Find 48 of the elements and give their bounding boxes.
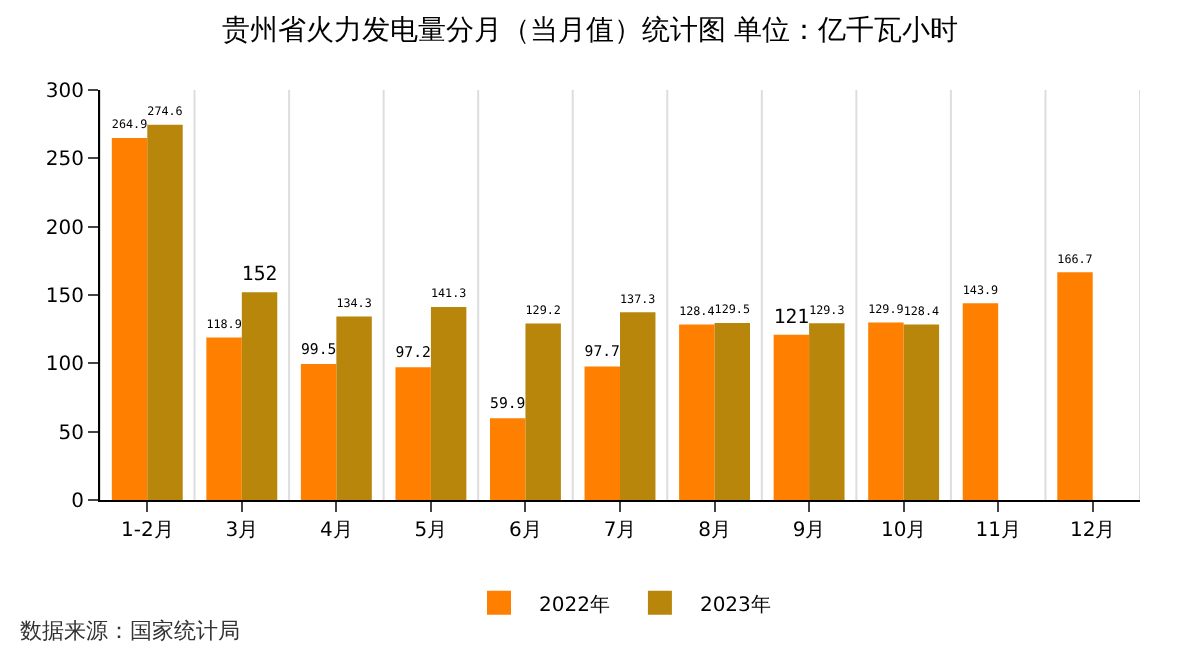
bar [490,418,526,500]
x-tick-label: 6月 [509,520,542,542]
bar [300,364,337,500]
x-tick-label: 3月 [225,520,259,542]
x-tick-label: 9月 [792,520,826,542]
x-tick-label: 11月 [975,520,1021,542]
bar [962,303,999,500]
data-label: 121 [773,306,810,329]
bar [525,323,561,500]
y-tick-label: 300 [45,81,84,103]
legend-label: 2022年 [539,592,610,617]
x-tick-label: 12月 [1069,520,1116,542]
x-tick-label: 4月 [319,520,353,542]
bar [584,366,620,500]
legend-label: 2023年 [699,592,771,617]
y-tick-label: 200 [45,217,84,240]
data-label: 97.7 [584,342,620,361]
x-tick-label: 5月 [414,520,448,542]
x-tick-label: 8月 [698,520,731,542]
bar [903,324,940,500]
data-label: 99.5 [300,339,337,358]
bar [241,292,278,500]
source-note: 数据来源：国家统计局 [20,618,240,644]
bar [430,306,467,500]
x-tick-label: 7月 [603,520,637,542]
data-label: 152 [241,264,278,287]
chart-title: 贵州省火力发电量分月（当月值）统计图 单位：亿千瓦小时 [221,15,959,48]
bar [1057,272,1093,500]
bar [336,316,372,500]
bar [147,124,183,500]
bar [395,367,431,500]
bar [773,334,810,500]
y-tick-label: 150 [45,286,84,308]
bar [620,312,656,500]
bar [679,324,715,500]
x-tick-label: 10月 [880,520,927,542]
data-label: 59.9 [490,393,526,412]
bar [111,137,148,500]
y-tick-label: 50 [58,422,84,445]
bar [809,323,845,500]
y-tick-label: 0 [71,491,84,513]
data-label: 97.2 [395,342,431,361]
x-tick-label: 1-2月 [120,520,174,542]
bar [206,337,242,500]
y-tick-label: 250 [45,149,84,172]
bar [868,322,904,500]
bar [714,323,750,500]
y-tick-label: 100 [45,354,84,377]
